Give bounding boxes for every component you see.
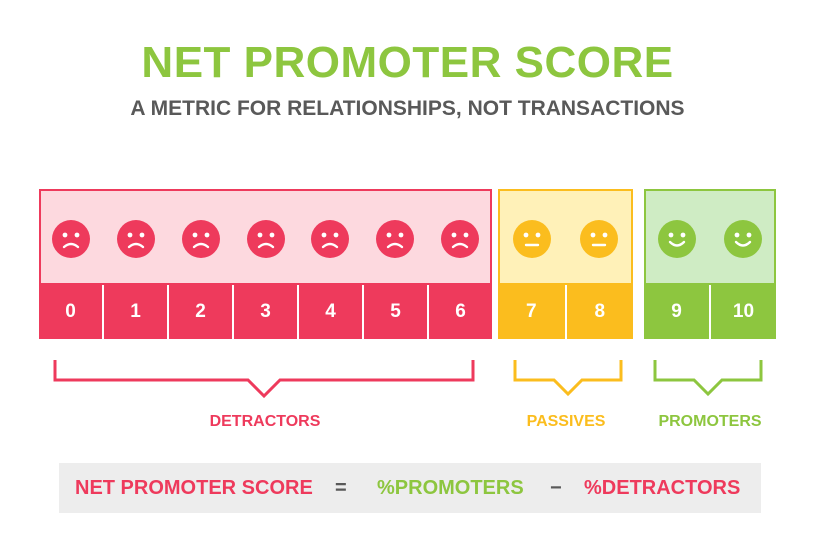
promoters-label: PROMOTERS: [658, 413, 762, 430]
score-cell-3: 3: [232, 285, 297, 339]
score-cell-1: 1: [102, 285, 167, 339]
detractors-label: DETRACTORS: [209, 413, 321, 430]
score-cell-5: 5: [362, 285, 427, 339]
score-cell-8: 8: [564, 285, 634, 339]
formula-detractors: %DETRACTORS: [584, 477, 741, 499]
passives-score-band: 7 8: [498, 285, 633, 339]
sad-face-icon: [375, 220, 414, 258]
score-cell-9: 9: [671, 301, 682, 322]
page-title: NET PROMOTER SCORE: [141, 38, 674, 87]
sad-face-icon: [181, 220, 220, 258]
score-cell-0: 0: [65, 301, 76, 322]
score-cell-7: 7: [525, 301, 537, 322]
formula-equals: =: [335, 477, 347, 499]
promoters-group: 9 10: [644, 189, 776, 339]
detractors-bracket: [53, 360, 475, 399]
formula-lhs: NET PROMOTER SCORE: [75, 477, 313, 499]
detractors-face-band: [39, 189, 492, 285]
score-cell-6: 6: [427, 285, 492, 339]
promoters-bracket: [653, 360, 763, 397]
neutral-face-icon: [512, 220, 551, 258]
sad-face-icon: [117, 220, 156, 258]
sad-face-icon: [246, 220, 285, 258]
sad-face-icon: [52, 220, 91, 258]
page-subtitle: A METRIC FOR RELATIONSHIPS, NOT TRANSACT…: [130, 97, 685, 120]
sad-face-icon: [311, 220, 350, 258]
detractors-group: 0 1 2 3 4 5 6: [39, 189, 492, 339]
score-cell-4: 4: [297, 285, 362, 339]
passives-label: PASSIVES: [526, 413, 606, 430]
promoters-face-band: [644, 189, 776, 285]
promoters-score-band: 9 10: [644, 285, 776, 339]
sad-face-icon: [440, 220, 479, 258]
nps-formula: NET PROMOTER SCORE = %PROMOTERS − %DETRA…: [59, 463, 761, 513]
formula-minus: −: [550, 477, 562, 499]
passives-bracket: [513, 360, 623, 397]
neutral-face-icon: [580, 220, 619, 258]
passives-group: 7 8: [498, 189, 633, 339]
detractors-score-band: 0 1 2 3 4 5 6: [39, 285, 492, 339]
happy-face-icon: [658, 220, 696, 258]
score-cell-10: 10: [709, 285, 776, 339]
happy-face-icon: [724, 220, 762, 258]
passives-face-band: [498, 189, 633, 285]
formula-promoters: %PROMOTERS: [377, 477, 524, 499]
score-cell-2: 2: [167, 285, 232, 339]
